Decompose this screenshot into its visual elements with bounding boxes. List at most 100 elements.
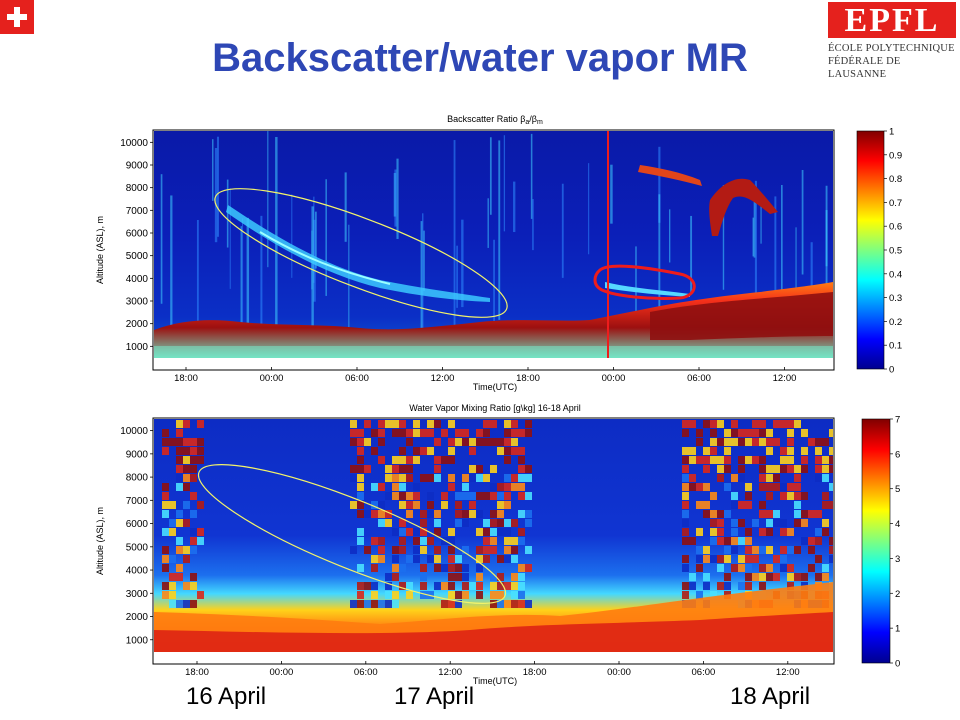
colorbar-tick-label: 0: [895, 659, 900, 670]
x-axis-label: Time(UTC): [473, 676, 517, 686]
water-vapor-cell: [183, 447, 190, 455]
water-vapor-cell: [183, 582, 190, 590]
water-vapor-cell: [434, 474, 441, 482]
water-vapor-cell: [169, 501, 176, 509]
backscatter-surface: [154, 346, 833, 358]
water-vapor-cell: [176, 438, 183, 446]
water-vapor-cell: [176, 573, 183, 581]
water-vapor-cell: [371, 555, 378, 563]
water-vapor-cell: [689, 474, 696, 482]
water-vapor-cell: [518, 492, 525, 500]
water-vapor-cell: [724, 456, 731, 464]
water-vapor-cell: [413, 429, 420, 437]
water-vapor-cell: [406, 438, 413, 446]
water-vapor-cell: [696, 483, 703, 491]
water-vapor-cell: [448, 555, 455, 563]
water-vapor-cell: [745, 564, 752, 572]
epfl-logo-line2: FÉDÉRALE DE LAUSANNE: [828, 56, 901, 80]
backscatter-chart: Backscatter Ratio βa/βm 1000 2000 3000 4000…: [95, 114, 902, 392]
water-vapor-cell: [399, 519, 406, 527]
water-vapor-cell: [169, 555, 176, 563]
water-vapor-cell: [183, 456, 190, 464]
water-vapor-cell: [483, 537, 490, 545]
water-vapor-cell: [752, 429, 759, 437]
water-vapor-cell: [357, 501, 364, 509]
water-vapor-cell: [745, 573, 752, 581]
water-vapor-cell: [731, 519, 738, 527]
water-vapor-cell: [504, 447, 511, 455]
water-vapor-cell: [773, 483, 780, 491]
water-vapor-cell: [169, 591, 176, 599]
water-vapor-cell: [801, 519, 808, 527]
backscatter-streak: [212, 139, 214, 201]
water-vapor-cell: [504, 483, 511, 491]
water-vapor-cell: [183, 438, 190, 446]
water-vapor-cell: [413, 420, 420, 428]
water-vapor-cell: [731, 501, 738, 509]
water-vapor-cell: [378, 600, 385, 608]
water-vapor-cell: [462, 438, 469, 446]
water-vapor-cell: [794, 492, 801, 500]
water-vapor-cell: [483, 519, 490, 527]
water-vapor-cell: [364, 600, 371, 608]
swiss-flag-icon: [0, 0, 34, 34]
backscatter-boundary-core: [650, 292, 833, 340]
water-vapor-cell: [364, 510, 371, 518]
water-vapor-cell: [197, 537, 204, 545]
water-vapor-cell: [682, 501, 689, 509]
water-vapor-cell: [462, 429, 469, 437]
water-vapor-cell: [483, 438, 490, 446]
water-vapor-cell: [511, 573, 518, 581]
water-vapor-cell: [483, 528, 490, 536]
water-vapor-cell: [162, 564, 169, 572]
water-vapor-cell: [441, 564, 448, 572]
water-vapor-cell: [759, 438, 766, 446]
water-vapor-cell: [497, 447, 504, 455]
water-vapor-cell: [794, 573, 801, 581]
water-vapor-cell: [696, 546, 703, 554]
backscatter-streak: [795, 227, 797, 328]
water-vapor-cell: [162, 510, 169, 518]
water-vapor-cell: [822, 564, 829, 572]
water-vapor-cell: [469, 438, 476, 446]
water-vapor-cell: [696, 429, 703, 437]
colorbar-tick-label: 0.7: [889, 198, 902, 209]
water-vapor-cell: [190, 456, 197, 464]
water-vapor-cell: [815, 528, 822, 536]
water-vapor-cell: [717, 555, 724, 563]
water-vapor-cell: [511, 447, 518, 455]
water-vapor-cell: [815, 474, 822, 482]
water-vapor-cell: [703, 546, 710, 554]
water-vapor-cell: [462, 546, 469, 554]
water-vapor-cell: [413, 483, 420, 491]
water-vapor-cell: [427, 474, 434, 482]
backscatter-streak: [801, 169, 804, 275]
water-vapor-cell: [364, 420, 371, 428]
water-vapor-cell: [801, 492, 808, 500]
water-vapor-cell: [518, 474, 525, 482]
water-vapor-cell: [162, 492, 169, 500]
water-vapor-cell: [682, 492, 689, 500]
colorbar-tick-label: 0.5: [889, 246, 902, 257]
water-vapor-cell: [773, 510, 780, 518]
water-vapor-cell: [406, 528, 413, 536]
water-vapor-cell: [490, 438, 497, 446]
water-vapor-cell: [822, 501, 829, 509]
water-vapor-cell: [427, 447, 434, 455]
water-vapor-cell: [766, 519, 773, 527]
water-vapor-cell: [787, 492, 794, 500]
water-vapor-cell: [190, 438, 197, 446]
water-vapor-cell: [738, 465, 745, 473]
water-vapor-cell: [710, 528, 717, 536]
water-vapor-cell: [371, 501, 378, 509]
water-vapor-cell: [371, 429, 378, 437]
water-vapor-cell: [773, 519, 780, 527]
backscatter-streak: [690, 215, 693, 293]
water-vapor-cell: [766, 429, 773, 437]
water-vapor-cell: [385, 573, 392, 581]
water-vapor-cell: [710, 447, 717, 455]
water-vapor-cell: [490, 420, 497, 428]
backscatter-streak: [394, 169, 397, 227]
water-vapor-cell: [413, 528, 420, 536]
water-vapor-cell: [689, 537, 696, 545]
